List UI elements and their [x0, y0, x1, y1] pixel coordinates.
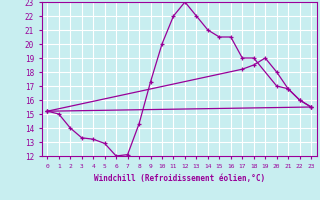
X-axis label: Windchill (Refroidissement éolien,°C): Windchill (Refroidissement éolien,°C) [94, 174, 265, 183]
